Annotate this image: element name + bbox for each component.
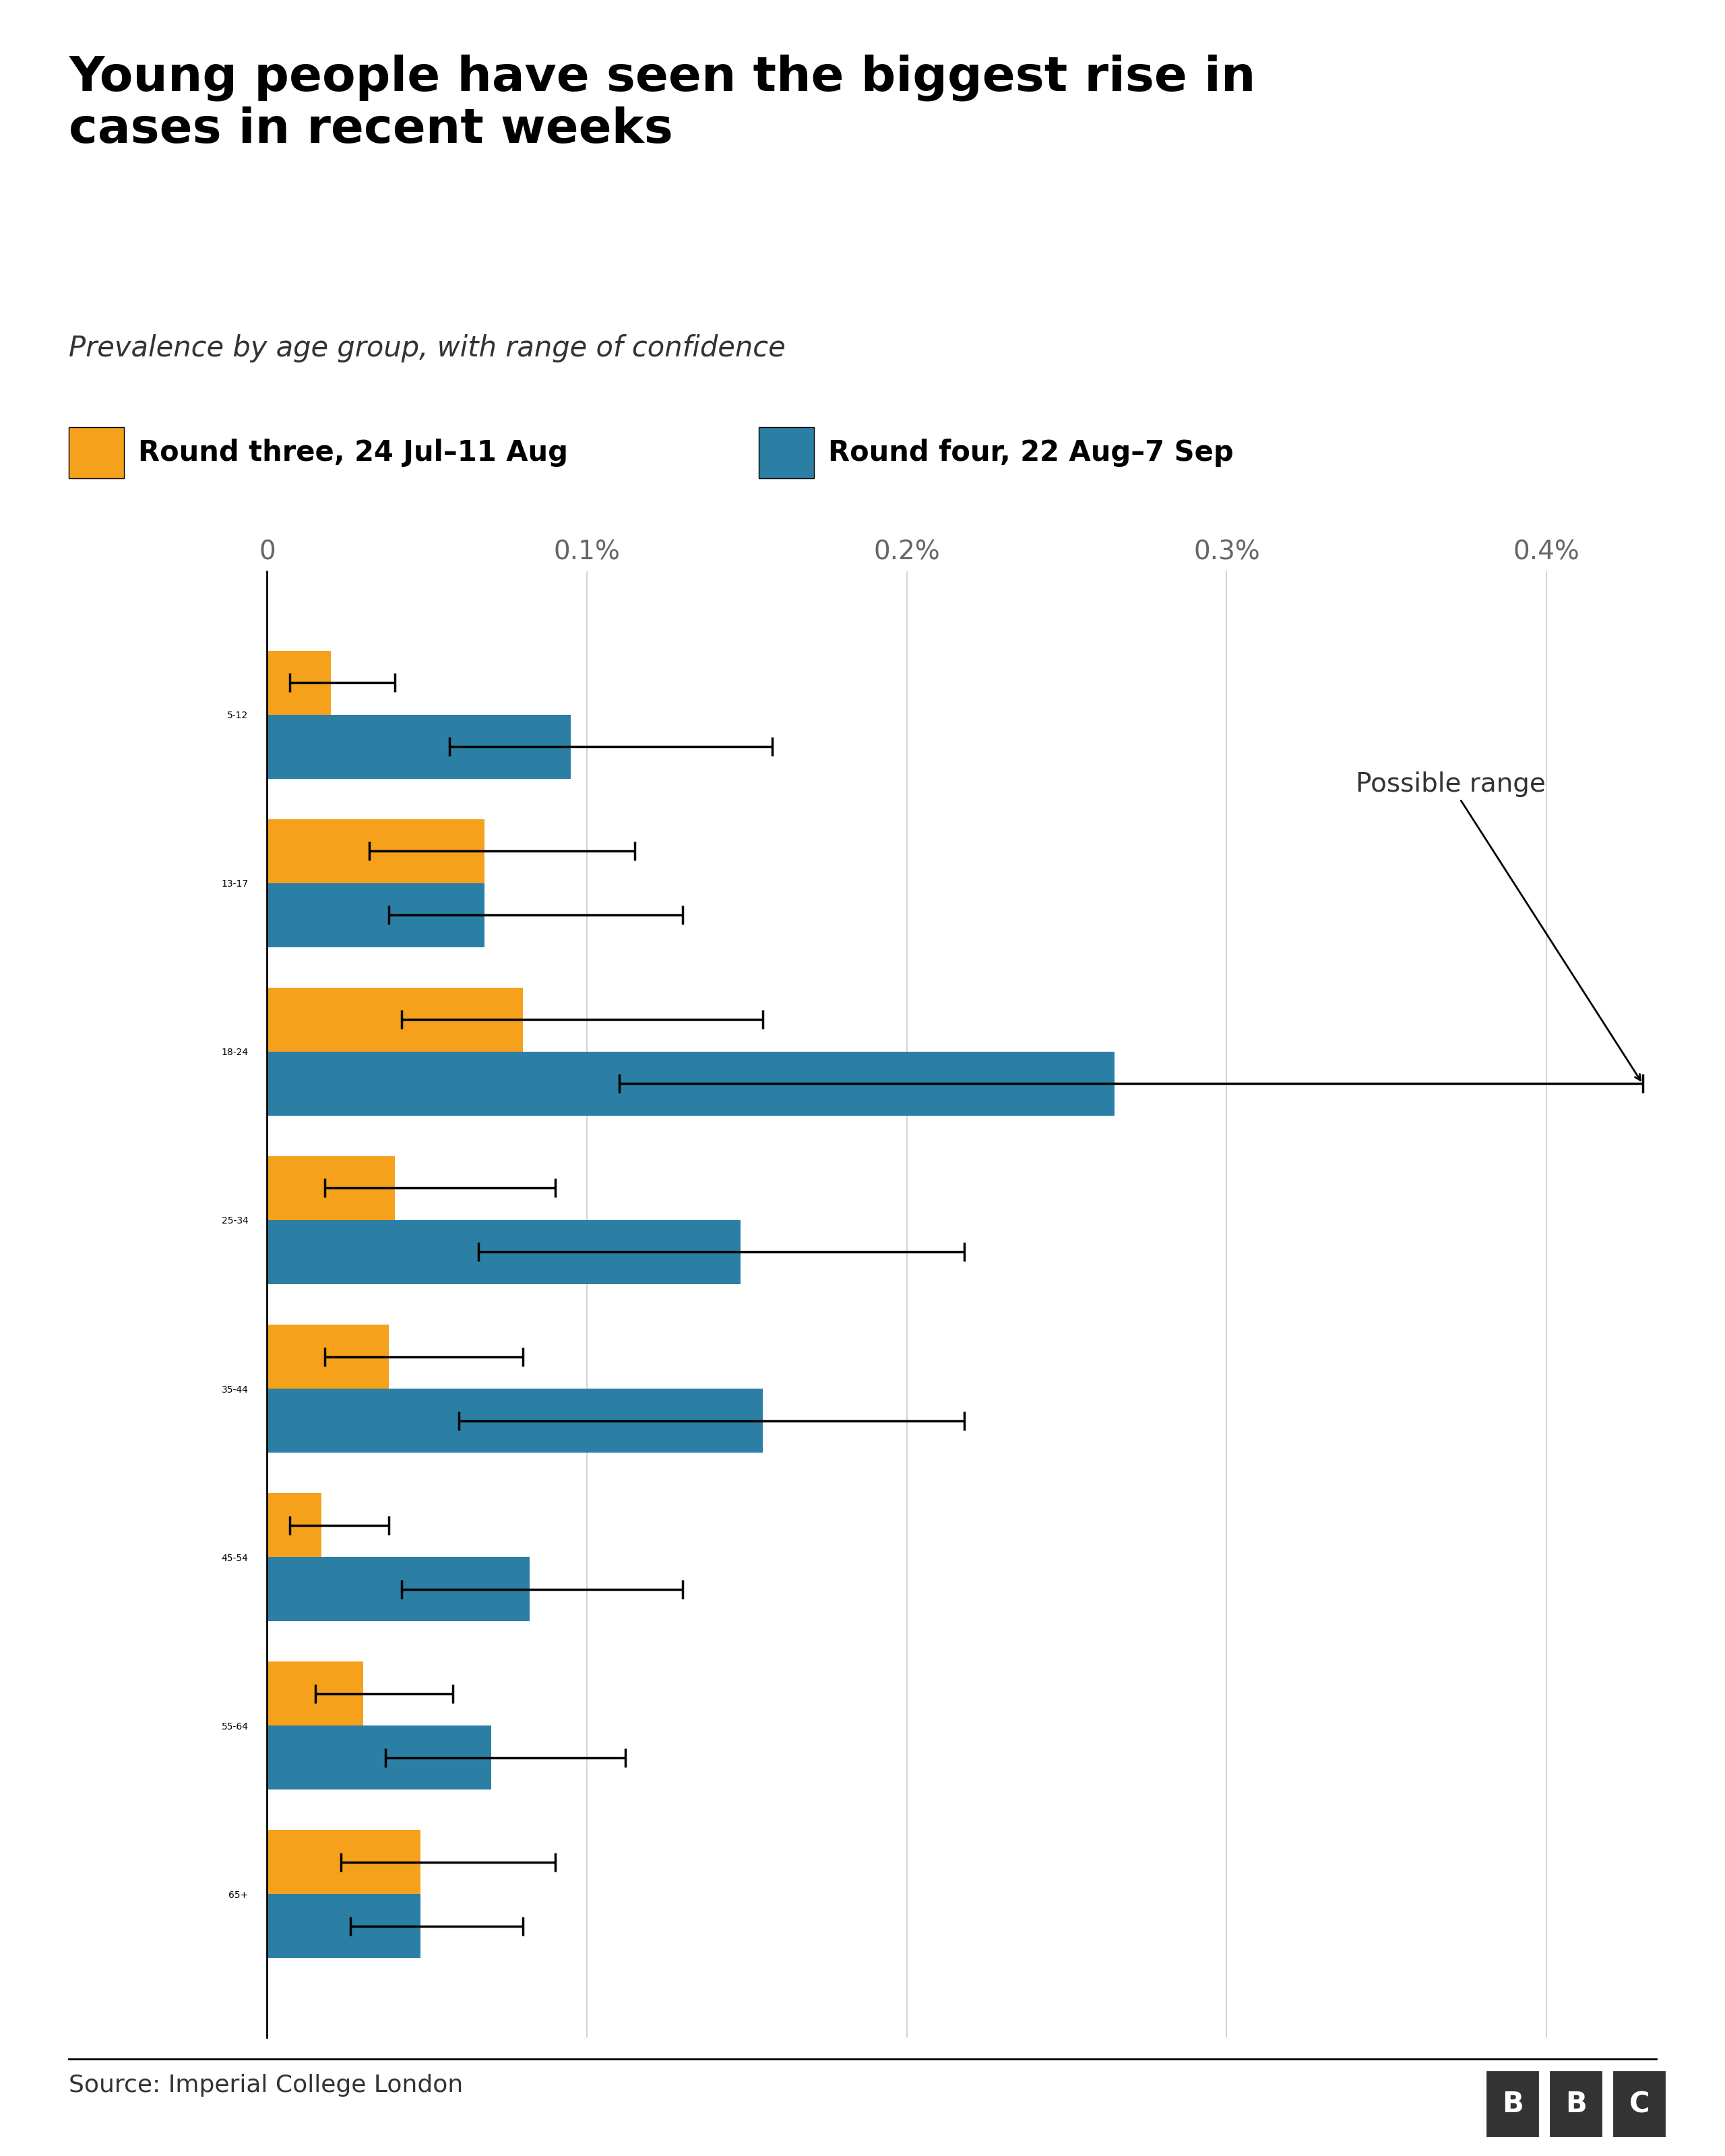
Bar xyxy=(267,714,571,778)
Bar xyxy=(267,1220,740,1285)
Text: Prevalence by age group, with range of confidence: Prevalence by age group, with range of c… xyxy=(69,334,787,362)
Text: Young people have seen the biggest rise in
cases in recent weeks: Young people have seen the biggest rise … xyxy=(69,54,1256,153)
FancyBboxPatch shape xyxy=(1611,2070,1668,2139)
Bar xyxy=(267,1662,362,1725)
Bar xyxy=(267,651,331,714)
Bar xyxy=(267,1388,762,1453)
Text: B: B xyxy=(1565,2089,1587,2119)
Bar xyxy=(267,1052,1114,1115)
Bar xyxy=(267,987,523,1052)
Bar xyxy=(267,1557,530,1621)
Text: C: C xyxy=(1628,2089,1649,2119)
Bar xyxy=(267,1830,421,1895)
Bar xyxy=(267,884,485,946)
Text: B: B xyxy=(1502,2089,1523,2119)
Bar xyxy=(267,1156,395,1220)
FancyBboxPatch shape xyxy=(1549,2070,1604,2139)
Text: Round three, 24 Jul–11 Aug: Round three, 24 Jul–11 Aug xyxy=(138,438,568,468)
FancyBboxPatch shape xyxy=(1485,2070,1540,2139)
Bar xyxy=(267,1895,421,1958)
Bar xyxy=(267,819,485,884)
Text: Source: Imperial College London: Source: Imperial College London xyxy=(69,2074,464,2098)
Text: Round four, 22 Aug–7 Sep: Round four, 22 Aug–7 Sep xyxy=(828,438,1233,468)
Bar xyxy=(267,1494,321,1557)
Bar xyxy=(267,1725,492,1789)
Text: Possible range: Possible range xyxy=(1356,772,1640,1080)
Bar xyxy=(267,1324,388,1388)
